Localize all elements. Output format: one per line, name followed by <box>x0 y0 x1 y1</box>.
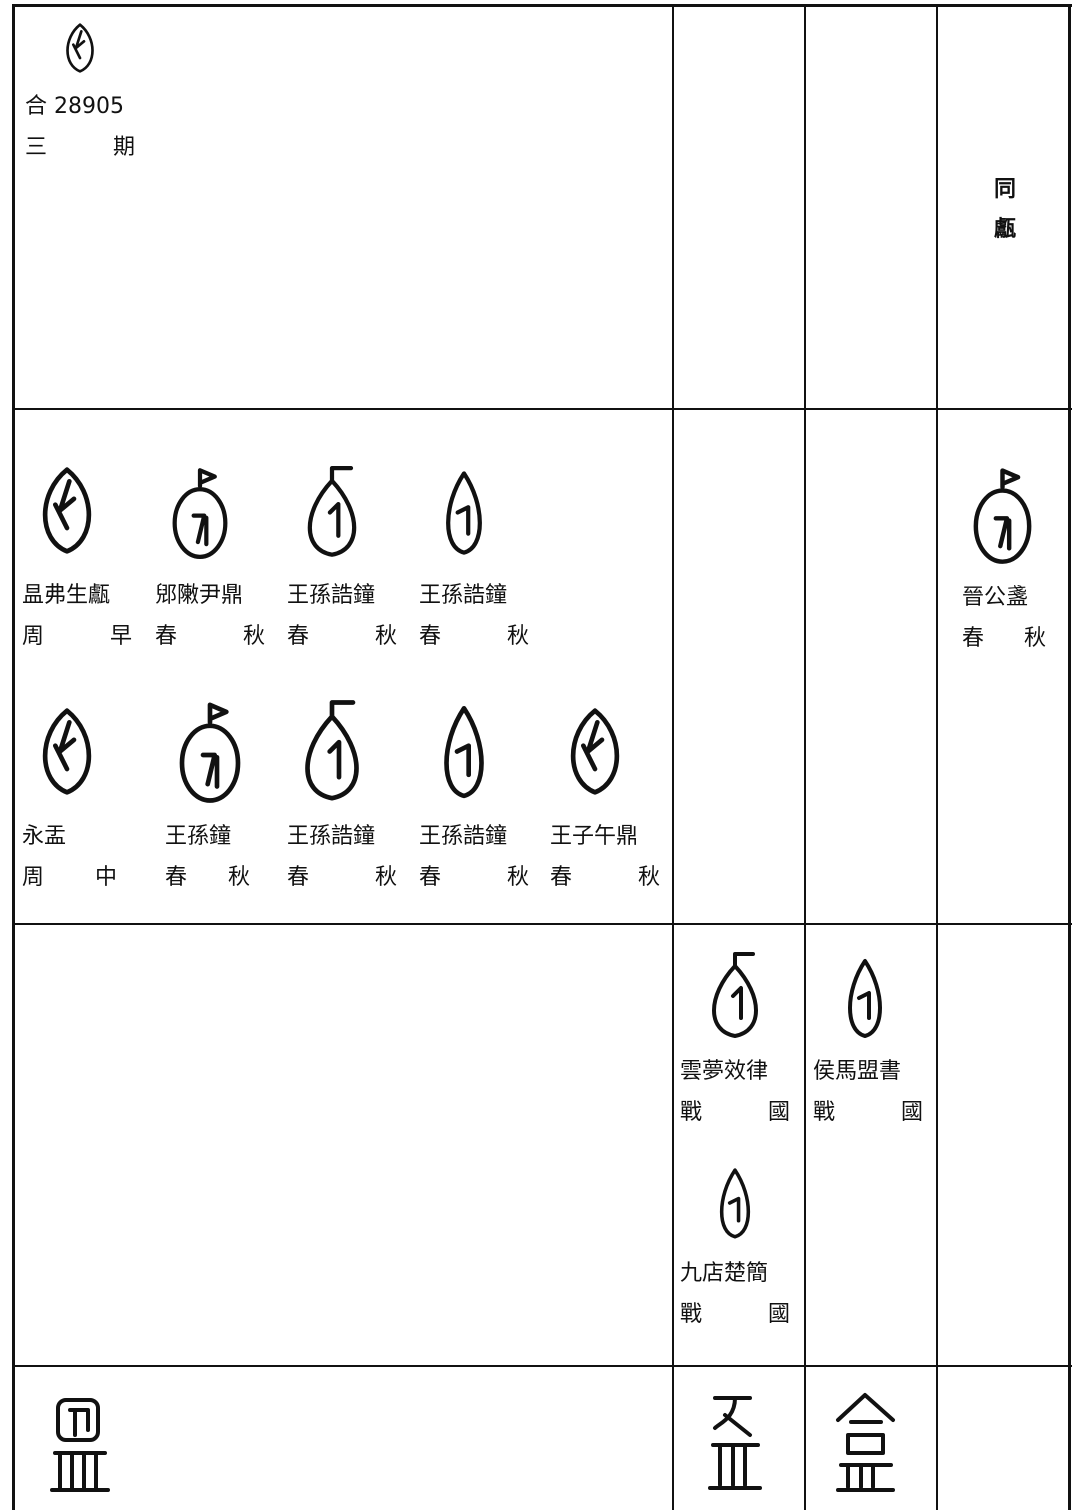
period: 春秋 <box>419 865 529 890</box>
entry: 王孫誥鐘春秋 <box>287 575 397 657</box>
entry: 永盂周中 <box>22 816 117 898</box>
glyph <box>307 466 357 557</box>
period: 周中 <box>22 865 117 890</box>
source: 王孫誥鐘 <box>419 583 508 608</box>
source: 侯馬盟書 <box>813 1059 902 1084</box>
rule <box>804 4 806 1510</box>
rule <box>1068 4 1071 1510</box>
entry: 雲夢效律戰國 <box>680 1051 790 1133</box>
rule <box>936 4 938 1510</box>
glyph <box>446 471 482 555</box>
entry: 昷弗生甗周早 <box>22 575 132 657</box>
glyph <box>50 1398 110 1492</box>
period: 春秋 <box>287 624 397 649</box>
entry: 晉公盞春秋 <box>962 577 1046 659</box>
period: 春秋 <box>155 624 265 649</box>
glyph <box>719 1168 751 1239</box>
source: 郳敶尹鼎 <box>155 583 244 608</box>
period: 戰國 <box>680 1100 790 1125</box>
glyph <box>179 702 241 803</box>
entry: 王孫誥鐘春秋 <box>287 816 397 898</box>
source: 王孫誥鐘 <box>419 824 508 849</box>
source: 九店楚簡 <box>680 1261 769 1286</box>
glyph <box>305 700 359 801</box>
rule <box>12 1365 1072 1367</box>
entry: 王孫鐘春秋 <box>165 816 250 898</box>
source: 合 28905 <box>25 94 124 119</box>
glyph <box>836 1393 895 1492</box>
entry: 郳敶尹鼎春秋 <box>155 575 265 657</box>
glyph <box>444 706 484 799</box>
period: 春秋 <box>419 624 529 649</box>
source: 永盂 <box>22 824 67 849</box>
glyph <box>42 708 92 795</box>
period: 春秋 <box>287 865 397 890</box>
entry: 九店楚簡戰國 <box>680 1253 790 1335</box>
rule <box>12 4 15 1510</box>
entry: 侯馬盟書戰國 <box>813 1051 923 1133</box>
entry: 合 28905 三期 <box>25 86 135 168</box>
side-char: 同 <box>993 177 1016 202</box>
entry: 王子午鼎春秋 <box>550 816 660 898</box>
period: 春秋 <box>165 865 250 890</box>
rule <box>12 408 1072 410</box>
source: 王孫誥鐘 <box>287 583 376 608</box>
glyph <box>973 468 1032 564</box>
source: 雲夢效律 <box>680 1059 769 1084</box>
source: 王子午鼎 <box>550 824 639 849</box>
rule <box>12 923 1072 925</box>
period: 春秋 <box>962 626 1046 651</box>
source: 王孫誥鐘 <box>287 824 376 849</box>
glyph <box>712 952 758 1038</box>
side-char: 甗 <box>993 217 1016 242</box>
period: 周早 <box>22 624 132 649</box>
source: 昷弗生甗 <box>22 583 111 608</box>
glyph <box>708 1396 762 1490</box>
period: 戰國 <box>813 1100 923 1125</box>
rule <box>672 4 674 1510</box>
glyph <box>66 23 94 73</box>
glyph <box>172 468 228 559</box>
source: 晉公盞 <box>962 585 1029 610</box>
source: 王孫鐘 <box>165 824 232 849</box>
glyph <box>848 959 882 1038</box>
entry: 王孫誥鐘春秋 <box>419 816 529 898</box>
period: 戰國 <box>680 1302 790 1327</box>
period: 三期 <box>25 135 135 160</box>
rule <box>12 4 1072 7</box>
glyph <box>42 467 92 554</box>
period: 春秋 <box>550 865 660 890</box>
glyph <box>570 708 620 795</box>
entry: 王孫誥鐘春秋 <box>419 575 529 657</box>
